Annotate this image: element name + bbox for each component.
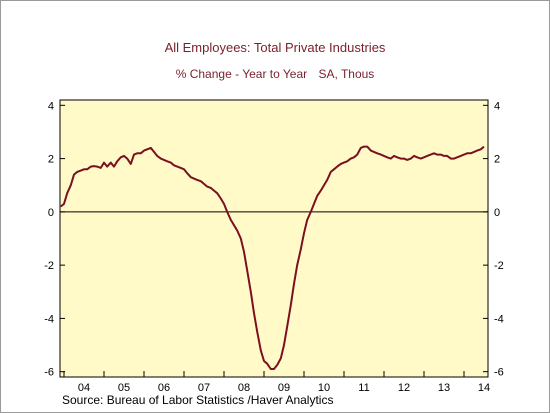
x-tick-label: 08 xyxy=(238,382,250,394)
x-tick-label: 05 xyxy=(118,382,130,394)
y-tick-label-right: 0 xyxy=(494,207,500,219)
x-tick-label: 10 xyxy=(318,382,330,394)
chart-title: All Employees: Total Private Industries xyxy=(164,40,386,55)
y-tick-label-right: -6 xyxy=(494,367,504,379)
y-tick-label-left: 2 xyxy=(48,154,54,166)
subtitle-units: SA, Thous xyxy=(318,67,375,81)
y-tick-label-left: -2 xyxy=(44,260,54,272)
y-tick-label-right: -2 xyxy=(494,260,504,272)
x-tick-label: 13 xyxy=(438,382,450,394)
series-line xyxy=(60,145,485,370)
y-tick-label-right: -4 xyxy=(494,313,504,325)
y-tick-label-right: 4 xyxy=(494,100,500,112)
chart-subtitle: % Change - Year to Year SA, Thous xyxy=(0,67,550,81)
y-tick-label-right: 2 xyxy=(494,154,500,166)
subtitle-measure: % Change - Year to Year xyxy=(175,67,308,81)
y-tick-label-left: -6 xyxy=(44,367,54,379)
y-tick-label-left: -4 xyxy=(44,313,54,325)
source-note: Source: Bureau of Labor Statistics /Have… xyxy=(62,393,334,407)
plot-area xyxy=(59,99,489,378)
x-tick-label: 09 xyxy=(278,382,290,394)
y-tick-label-left: 4 xyxy=(48,100,54,112)
x-tick-label: 04 xyxy=(78,382,90,394)
x-tick-label: 07 xyxy=(198,382,210,394)
x-tick-label: 12 xyxy=(398,382,410,394)
x-tick-label: 06 xyxy=(158,382,170,394)
x-tick-label: 14 xyxy=(478,382,490,394)
y-tick-label-left: 0 xyxy=(48,207,54,219)
x-tick-label: 11 xyxy=(358,382,369,394)
